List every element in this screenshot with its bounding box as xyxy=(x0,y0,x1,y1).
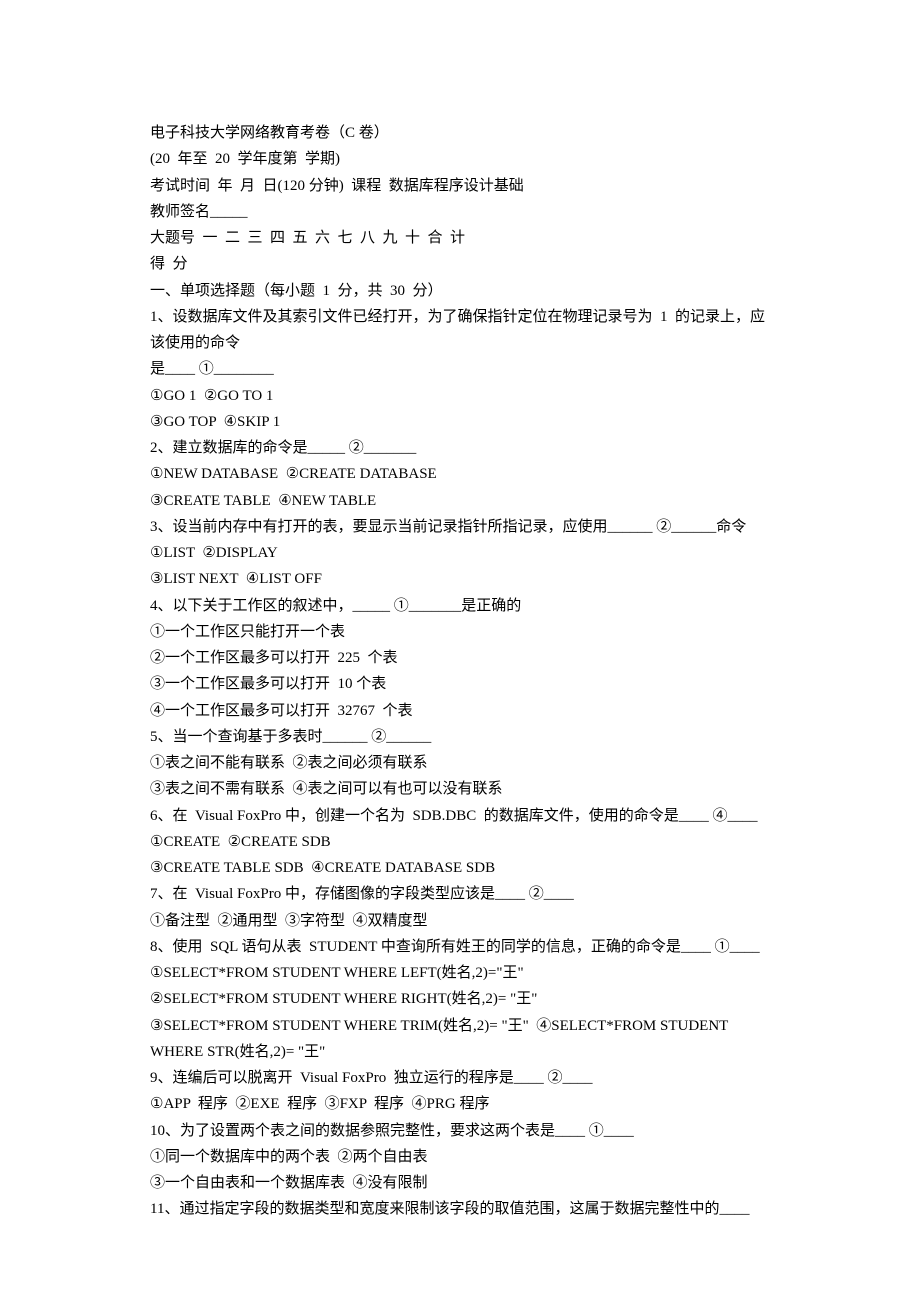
q2-options-2: ③CREATE TABLE ④NEW TABLE xyxy=(150,488,770,514)
q4-option-4: ④一个工作区最多可以打开 32767 个表 xyxy=(150,698,770,724)
q7-stem: 7、在 Visual FoxPro 中，存储图像的字段类型应该是____ ②__… xyxy=(150,881,770,907)
q6-stem: 6、在 Visual FoxPro 中，创建一个名为 SDB.DBC 的数据库文… xyxy=(150,803,770,829)
q4-option-1: ①一个工作区只能打开一个表 xyxy=(150,619,770,645)
q3-options-2: ③LIST NEXT ④LIST OFF xyxy=(150,566,770,592)
q10-options-2: ③一个自由表和一个数据库表 ④没有限制 xyxy=(150,1170,770,1196)
q6-options-1: ①CREATE ②CREATE SDB xyxy=(150,829,770,855)
q5-options-1: ①表之间不能有联系 ②表之间必须有联系 xyxy=(150,750,770,776)
q10-options-1: ①同一个数据库中的两个表 ②两个自由表 xyxy=(150,1144,770,1170)
q11-stem: 11、通过指定字段的数据类型和宽度来限制该字段的取值范围，这属于数据完整性中的_… xyxy=(150,1196,770,1222)
q2-options-1: ①NEW DATABASE ②CREATE DATABASE xyxy=(150,461,770,487)
q8-option-1: ①SELECT*FROM STUDENT WHERE LEFT(姓名,2)="王… xyxy=(150,960,770,986)
q1-stem-1: 1、设数据库文件及其索引文件已经打开，为了确保指针定位在物理记录号为 1 的记录… xyxy=(150,304,770,357)
score-row: 得 分 xyxy=(150,251,770,277)
q2-stem: 2、建立数据库的命令是_____ ②_______ xyxy=(150,435,770,461)
q4-option-2: ②一个工作区最多可以打开 225 个表 xyxy=(150,645,770,671)
exam-period: (20 年至 20 学年度第 学期) xyxy=(150,146,770,172)
q9-options: ①APP 程序 ②EXE 程序 ③FXP 程序 ④PRG 程序 xyxy=(150,1091,770,1117)
q8-stem: 8、使用 SQL 语句从表 STUDENT 中查询所有姓王的同学的信息，正确的命… xyxy=(150,934,770,960)
q3-options-1: ①LIST ②DISPLAY xyxy=(150,540,770,566)
q4-stem: 4、以下关于工作区的叙述中，_____ ①_______是正确的 xyxy=(150,593,770,619)
q8-option-2: ②SELECT*FROM STUDENT WHERE RIGHT(姓名,2)= … xyxy=(150,986,770,1012)
exam-time: 考试时间 年 月 日(120 分钟) 课程 数据库程序设计基础 xyxy=(150,173,770,199)
score-columns: 大题号 一 二 三 四 五 六 七 八 九 十 合 计 xyxy=(150,225,770,251)
q1-stem-2: 是____ ①________ xyxy=(150,356,770,382)
q8-option-3-4: ③SELECT*FROM STUDENT WHERE TRIM(姓名,2)= "… xyxy=(150,1013,770,1066)
q5-stem: 5、当一个查询基于多表时______ ②______ xyxy=(150,724,770,750)
q6-options-2: ③CREATE TABLE SDB ④CREATE DATABASE SDB xyxy=(150,855,770,881)
q7-options: ①备注型 ②通用型 ③字符型 ④双精度型 xyxy=(150,908,770,934)
section-1-title: 一、单项选择题（每小题 1 分，共 30 分） xyxy=(150,278,770,304)
q5-options-2: ③表之间不需有联系 ④表之间可以有也可以没有联系 xyxy=(150,776,770,802)
q1-options-1: ①GO 1 ②GO TO 1 xyxy=(150,383,770,409)
q1-options-2: ③GO TOP ④SKIP 1 xyxy=(150,409,770,435)
teacher-signature: 教师签名_____ xyxy=(150,199,770,225)
exam-title: 电子科技大学网络教育考卷（C 卷） xyxy=(150,120,770,146)
q3-stem: 3、设当前内存中有打开的表，要显示当前记录指针所指记录，应使用______ ②_… xyxy=(150,514,770,540)
q10-stem: 10、为了设置两个表之间的数据参照完整性，要求这两个表是____ ①____ xyxy=(150,1118,770,1144)
q4-option-3: ③一个工作区最多可以打开 10 个表 xyxy=(150,671,770,697)
q9-stem: 9、连编后可以脱离开 Visual FoxPro 独立运行的程序是____ ②_… xyxy=(150,1065,770,1091)
